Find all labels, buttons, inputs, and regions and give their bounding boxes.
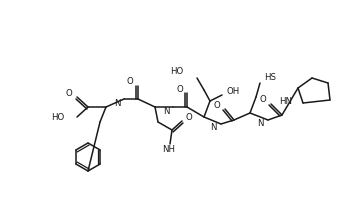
Text: NH: NH — [162, 144, 175, 154]
Text: O: O — [126, 77, 133, 86]
Text: O: O — [186, 112, 193, 121]
Text: HN: HN — [279, 98, 292, 106]
Text: O: O — [65, 88, 72, 98]
Text: HS: HS — [264, 73, 276, 82]
Text: HO: HO — [170, 68, 183, 76]
Text: HO: HO — [51, 112, 64, 121]
Text: N: N — [114, 98, 121, 108]
Text: N: N — [164, 106, 170, 116]
Text: OH: OH — [227, 88, 240, 97]
Text: O: O — [213, 100, 220, 110]
Text: O: O — [176, 84, 183, 94]
Text: N: N — [210, 123, 217, 132]
Text: O: O — [259, 96, 266, 104]
Text: N: N — [257, 119, 264, 129]
